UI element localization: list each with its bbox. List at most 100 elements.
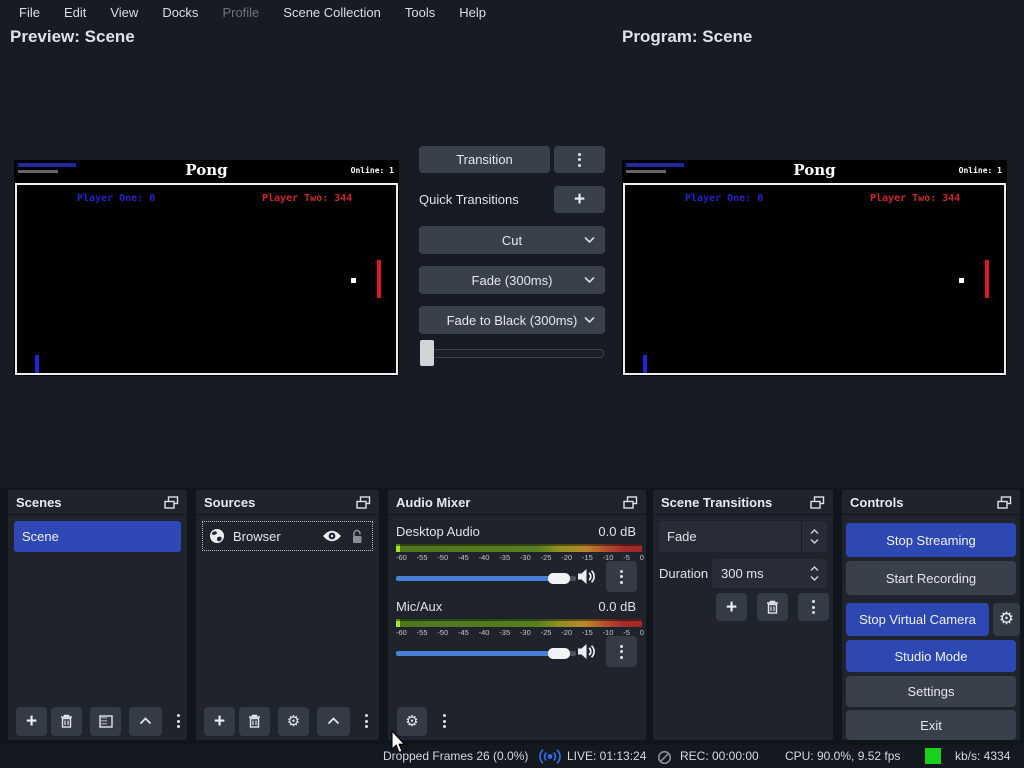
speaker-icon[interactable] <box>578 643 597 660</box>
channel-label-row: Desktop Audio 0.0 dB <box>396 524 636 539</box>
quick-transitions-label: Quick Transitions <box>419 192 519 207</box>
filters-icon <box>98 714 113 728</box>
pong-corner-text <box>18 170 58 173</box>
add-transition-button[interactable]: + <box>716 593 747 621</box>
transition-properties-button[interactable] <box>798 593 829 621</box>
studio-mode-button[interactable]: Studio Mode <box>846 640 1016 672</box>
menu-help[interactable]: Help <box>459 5 486 20</box>
meter-tick-labels: -60 -55 -50 -45 -40 -35 -30 -25 -20 -15 -10 -5 0 <box>396 628 644 637</box>
spinner-arrows-icon <box>802 559 827 588</box>
dropped-frames-label: Dropped Frames 26 (0.0%) <box>383 749 529 763</box>
volume-slider-handle[interactable] <box>548 648 570 659</box>
preview-canvas[interactable]: Pong Online: 1 Player One: 0 Player Two:… <box>14 160 399 376</box>
scenes-dock-title: Scenes <box>16 494 62 510</box>
channel-menu-button[interactable] <box>606 561 637 592</box>
audio-mixer-toolbar: ⚙ <box>397 705 454 737</box>
sources-overflow-button[interactable] <box>358 707 374 736</box>
audio-mixer-header[interactable]: Audio Mixer <box>388 490 646 515</box>
quick-transition-label: Fade to Black (300ms) <box>446 312 578 328</box>
transition-tbar-handle[interactable] <box>420 340 434 366</box>
menu-tools[interactable]: Tools <box>404 5 436 20</box>
quick-transition-fade-to-black-button[interactable]: Fade to Black (300ms) <box>419 306 605 334</box>
scene-filters-button[interactable] <box>90 706 121 736</box>
meter-tick-labels: -60 -55 -50 -45 -40 -35 -30 -25 -20 -15 -10 -5 0 <box>396 553 644 562</box>
channel-menu-button[interactable] <box>606 636 637 667</box>
stop-streaming-button[interactable]: Stop Streaming <box>846 523 1016 557</box>
move-source-up-button[interactable] <box>317 706 350 736</box>
gear-icon: ⚙ <box>286 711 301 730</box>
channel-label-row: Mic/Aux 0.0 dB <box>396 599 636 614</box>
quick-transition-label: Fade (300ms) <box>471 272 553 288</box>
remove-source-button[interactable] <box>239 706 270 736</box>
remove-scene-button[interactable] <box>51 706 82 736</box>
scene-transitions-header[interactable]: Scene Transitions <box>653 490 833 515</box>
scene-list-item[interactable]: Scene <box>14 521 181 552</box>
transition-menu-button[interactable] <box>554 146 605 173</box>
visibility-toggle[interactable] <box>322 529 342 543</box>
scene-transitions-dock: Scene Transitions Fade Duration 300 ms + <box>653 490 833 740</box>
menu-docks[interactable]: Docks <box>162 5 199 20</box>
controls-header[interactable]: Controls <box>842 490 1020 515</box>
volume-slider[interactable] <box>396 573 576 584</box>
popout-icon[interactable] <box>623 495 638 509</box>
red-paddle <box>377 260 381 298</box>
quick-transition-cut-button[interactable]: Cut <box>419 226 605 254</box>
controls-dock: Controls Stop Streaming Start Recording … <box>842 490 1020 740</box>
lock-open-icon[interactable] <box>350 529 364 544</box>
cpu-stats-label: CPU: 90.0%, 9.52 fps <box>785 749 901 763</box>
blue-paddle <box>35 355 39 373</box>
menu-edit[interactable]: Edit <box>63 5 87 20</box>
menu-scene-collection[interactable]: Scene Collection <box>283 5 381 20</box>
program-canvas[interactable]: Pong Online: 1 Player One: 0 Player Two:… <box>622 160 1007 376</box>
plus-icon: + <box>213 710 226 732</box>
transition-type-select[interactable]: Fade <box>659 521 827 552</box>
scenes-dock-header[interactable]: Scenes <box>8 490 187 515</box>
menu-profile[interactable]: Profile <box>222 5 260 20</box>
volume-slider[interactable] <box>396 648 576 659</box>
chevron-up-icon <box>139 717 152 725</box>
source-properties-button[interactable]: ⚙ <box>278 706 309 736</box>
quick-transition-fade-button[interactable]: Fade (300ms) <box>419 266 605 294</box>
pong-ball <box>351 278 356 283</box>
menu-file[interactable]: File <box>19 5 40 20</box>
remove-transition-button[interactable] <box>757 593 788 621</box>
speaker-icon[interactable] <box>578 568 597 585</box>
mixer-settings-button[interactable]: ⚙ <box>397 706 427 736</box>
transition-tbar-track[interactable] <box>427 349 604 358</box>
move-scene-up-button[interactable] <box>129 706 162 736</box>
transition-button[interactable]: Transition <box>419 146 550 173</box>
channel-name: Mic/Aux <box>396 599 443 614</box>
settings-button[interactable]: Settings <box>846 676 1016 707</box>
add-quick-transition-button[interactable]: + <box>554 186 605 213</box>
duration-spinbox[interactable]: 300 ms <box>712 559 827 588</box>
popout-icon[interactable] <box>164 495 179 509</box>
rec-time-label: REC: 00:00:00 <box>680 749 759 763</box>
scenes-dock: Scenes Scene + <box>8 490 187 740</box>
bitrate-status-square <box>925 748 941 764</box>
popout-icon[interactable] <box>997 495 1012 509</box>
stop-virtual-camera-button[interactable]: Stop Virtual Camera <box>846 603 989 636</box>
pong-ball <box>959 278 964 283</box>
virtual-camera-settings-button[interactable]: ⚙ <box>993 603 1020 636</box>
player-one-score: Player One: 0 <box>77 193 156 204</box>
pong-online-count: Online: 1 <box>350 166 394 175</box>
mixer-overflow-button[interactable] <box>434 707 454 736</box>
record-inactive-icon <box>657 750 672 765</box>
volume-meter <box>396 619 642 627</box>
quick-transition-label: Cut <box>501 232 523 248</box>
start-recording-button[interactable]: Start Recording <box>846 561 1016 595</box>
add-scene-button[interactable]: + <box>16 706 47 736</box>
scenes-overflow-button[interactable] <box>170 707 186 736</box>
red-paddle <box>985 260 989 298</box>
popout-icon[interactable] <box>810 495 825 509</box>
add-source-button[interactable]: + <box>204 706 235 736</box>
menu-bar: File Edit View Docks Profile Scene Colle… <box>0 0 1024 25</box>
chevron-up-icon <box>327 717 340 725</box>
popout-icon[interactable] <box>356 495 371 509</box>
source-list-item[interactable]: Browser <box>202 521 373 551</box>
volume-slider-handle[interactable] <box>548 573 570 584</box>
program-title: Program: Scene <box>622 27 753 46</box>
sources-dock-header[interactable]: Sources <box>196 490 379 515</box>
exit-button[interactable]: Exit <box>846 710 1016 740</box>
menu-view[interactable]: View <box>110 5 139 20</box>
